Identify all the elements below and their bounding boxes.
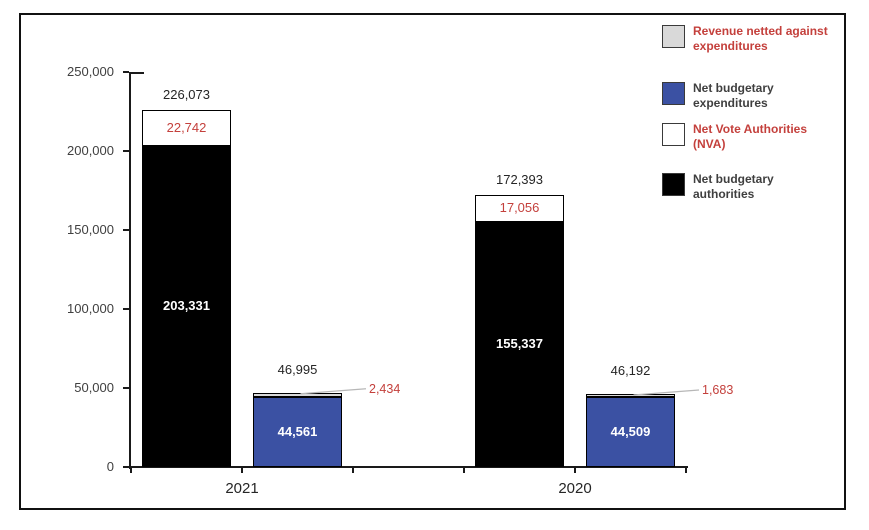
segment-net-budgetary-authorities [142,145,231,467]
y-axis-label: 100,000 [67,301,114,316]
y-axis-tick [123,229,129,231]
category-label: 2020 [558,480,592,497]
bar-total-label: 46,995 [277,361,318,377]
callout-value-label: 1,683 [702,383,734,398]
x-axis-tick [352,467,354,473]
y-axis-tick [123,387,129,389]
segment-value-label: 155,337 [496,336,543,352]
segment-revenue-netted-against-expenditures [586,394,675,398]
y-axis-top-tick [131,72,144,74]
y-axis-label: 150,000 [67,222,114,237]
y-axis-tick [123,308,129,310]
segment-revenue-netted-against-expenditures [253,392,342,397]
x-axis [129,466,688,468]
segment-value-label: 203,331 [163,298,210,314]
segment-value-label: 17,056 [499,200,540,216]
callout-value-label: 2,434 [369,381,401,396]
y-axis-label: 50,000 [74,380,114,395]
legend-swatch-gray [662,25,685,48]
segment-value-label: 22,742 [166,119,207,135]
x-axis-tick [685,467,687,473]
legend-label: Net budgetary authorities [693,172,774,201]
legend-swatch-blue [662,82,685,105]
segment-net-vote-authorities-nva- [142,109,231,146]
y-axis-label: 200,000 [67,143,114,158]
segment-net-budgetary-authorities [475,221,564,467]
y-axis-tick [123,150,129,152]
legend-label: Net budgetary expenditures [693,81,774,110]
segment-value-label: 44,561 [277,423,318,439]
x-axis-tick [463,467,465,473]
y-axis [129,72,131,469]
legend-swatch-black [662,173,685,196]
bar-total-label: 172,393 [496,171,543,187]
y-axis-label: 0 [106,459,114,474]
x-axis-tick [130,467,132,473]
legend-swatch-white [662,123,685,146]
y-axis-label: 250,000 [67,64,114,79]
y-axis-tick [123,466,129,468]
legend-label: Net Vote Authorities (NVA) [693,122,808,151]
segment-net-vote-authorities-nva- [475,194,564,222]
x-axis-tick [574,467,576,473]
segment-net-budgetary-expenditures [586,396,675,467]
bar-total-label: 226,073 [163,86,210,102]
legend-label: Revenue netted against expenditures [693,24,828,53]
category-label: 2021 [225,480,259,497]
y-axis-tick [123,71,129,73]
bar-total-label: 46,192 [610,363,651,379]
segment-net-budgetary-expenditures [253,396,342,467]
segment-value-label: 44,509 [610,423,651,439]
x-axis-tick [241,467,243,473]
